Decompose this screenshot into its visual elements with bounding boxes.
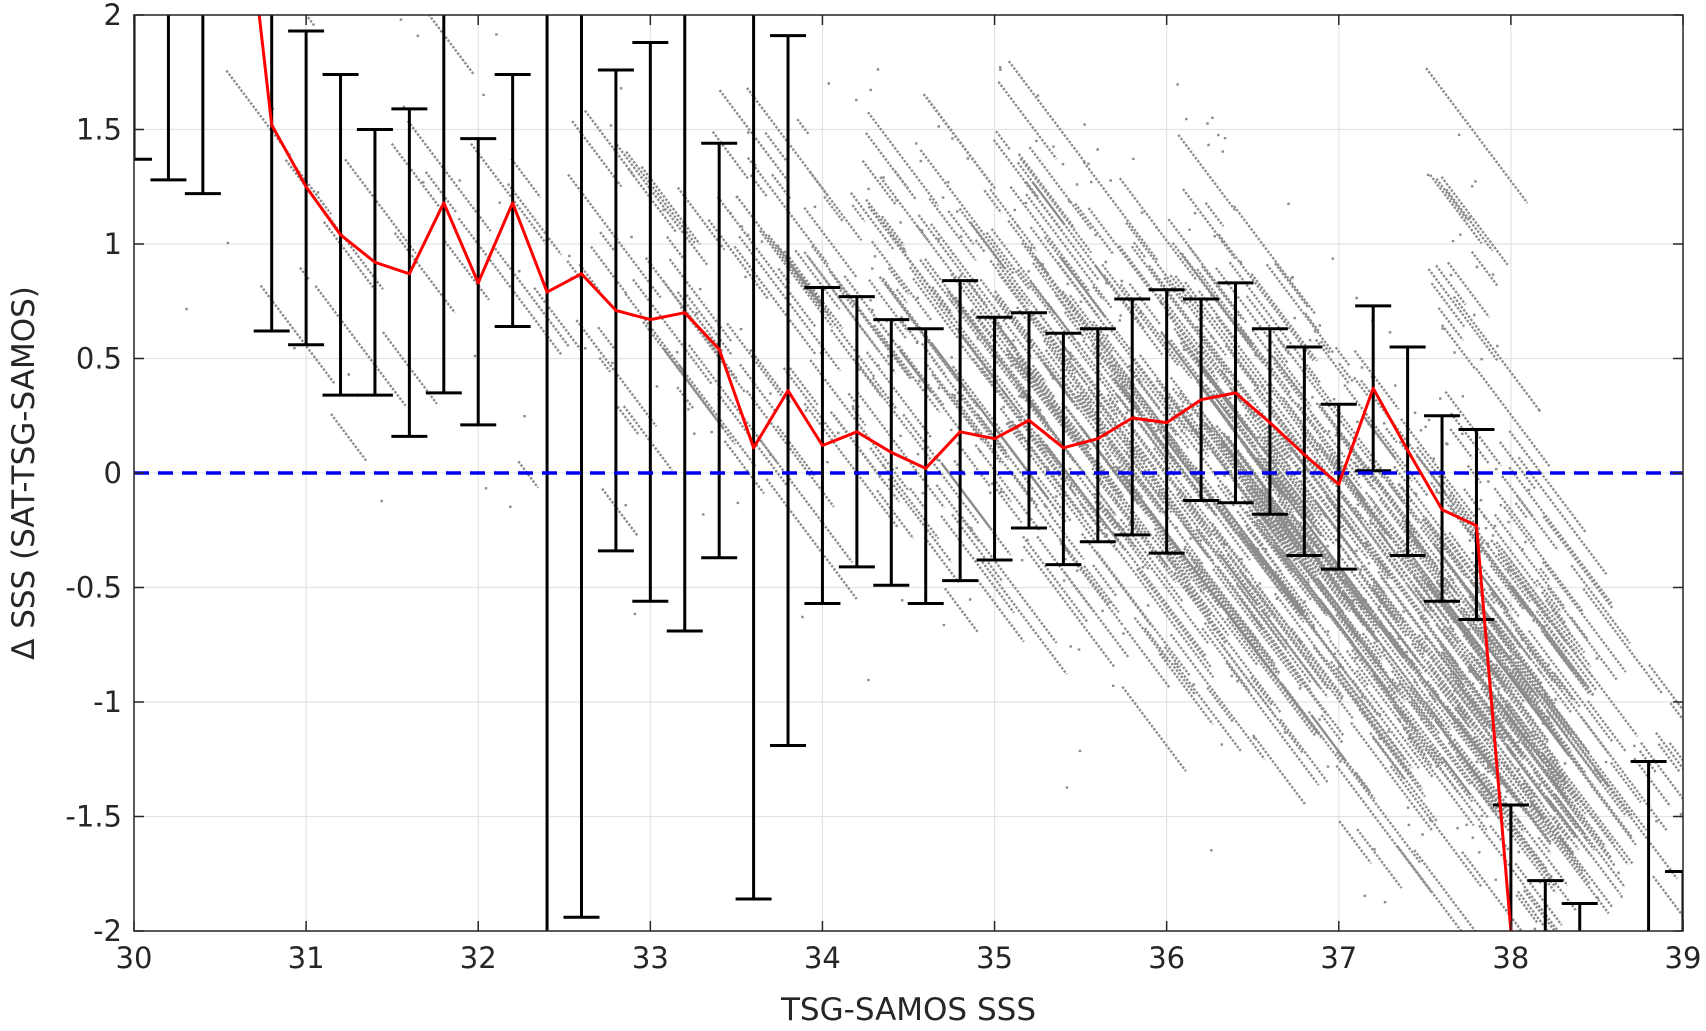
x-tick-label: 39 <box>1665 941 1702 975</box>
y-tick-label: -1.5 <box>65 800 122 834</box>
y-tick-label: -1 <box>93 685 122 719</box>
y-tick-label: 2 <box>104 0 122 32</box>
error-bar <box>1286 345 1323 557</box>
x-tick-label: 34 <box>804 941 841 975</box>
error-bar <box>134 15 152 161</box>
y-tick-label: 1 <box>104 227 122 261</box>
error-bar <box>1630 760 1667 931</box>
error-bar <box>1527 879 1564 931</box>
error-bar <box>545 15 549 931</box>
y-tick-label: -2 <box>93 914 122 948</box>
error-bar <box>563 15 600 919</box>
y-tick-label: -0.5 <box>65 571 122 605</box>
error-bar <box>666 15 703 633</box>
error-bar <box>1320 402 1357 571</box>
error-bar <box>735 15 772 901</box>
y-tick-label: 0 <box>104 456 122 490</box>
error-bar <box>184 15 221 196</box>
x-tick-label: 38 <box>1492 941 1529 975</box>
x-tick-label: 35 <box>976 941 1013 975</box>
x-tick-label: 31 <box>288 941 325 975</box>
x-tick-label: 30 <box>116 941 153 975</box>
x-tick-label: 32 <box>460 941 497 975</box>
y-tick-label: 1.5 <box>76 113 122 147</box>
error-bar <box>1665 869 1683 931</box>
error-bar <box>632 40 669 603</box>
mean-line <box>257 15 1513 931</box>
x-tick-label: 33 <box>632 941 669 975</box>
x-tick-label: 36 <box>1148 941 1185 975</box>
error-bar <box>1561 902 1598 931</box>
error-bar <box>425 15 462 395</box>
x-tick-label: 37 <box>1320 941 1357 975</box>
y-axis-label: Δ SSS (SAT-TSG-SAMOS) <box>6 286 42 660</box>
y-tick-label: 0.5 <box>76 342 122 376</box>
error-bar <box>253 15 290 333</box>
x-axis-label: TSG-SAMOS SSS <box>780 992 1036 1028</box>
error-bar <box>1079 327 1116 544</box>
error-bar <box>150 15 187 182</box>
mean-line-layer <box>257 15 1513 931</box>
error-bar <box>907 327 944 606</box>
error-bar <box>494 73 531 328</box>
axis-ticks: 30 31 32 33 34 35 36 37 38 39 -2 -1.5 -1 -0.5 0 0.5 1 1.5… <box>65 0 1701 975</box>
